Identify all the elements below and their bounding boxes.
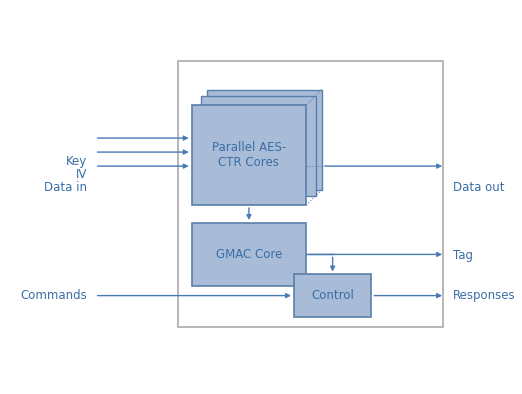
Text: Commands: Commands — [20, 290, 87, 303]
Bar — [192, 105, 306, 205]
Bar — [177, 61, 443, 327]
Bar — [201, 96, 316, 196]
Bar — [207, 89, 322, 190]
Text: Parallel AES-
CTR Cores: Parallel AES- CTR Cores — [212, 141, 286, 169]
Text: GMAC Core: GMAC Core — [216, 248, 282, 261]
Text: Data in: Data in — [44, 181, 87, 194]
Text: Data out: Data out — [453, 181, 504, 194]
Text: Tag: Tag — [453, 249, 473, 262]
Text: IV: IV — [76, 168, 87, 181]
Text: Responses: Responses — [453, 290, 515, 303]
Bar — [294, 275, 371, 317]
Text: Key: Key — [66, 155, 87, 168]
Bar — [192, 223, 306, 286]
Text: Control: Control — [311, 289, 354, 302]
